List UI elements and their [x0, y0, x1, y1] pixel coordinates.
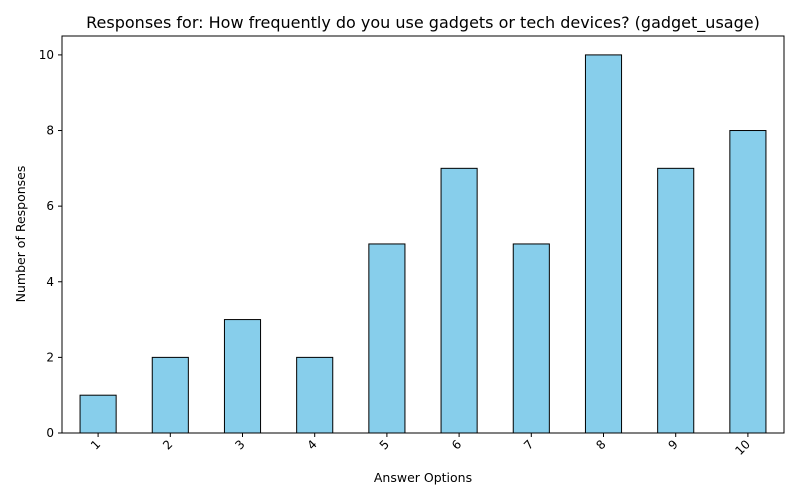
x-tick-label: 6	[449, 437, 464, 452]
y-tick-label: 0	[46, 426, 54, 440]
x-tick-label: 9	[666, 437, 681, 452]
bar-3	[223, 319, 262, 434]
x-tick-label: 5	[377, 437, 392, 452]
bar-5	[368, 243, 406, 434]
bar-10	[729, 130, 767, 434]
bar-1	[79, 394, 117, 434]
bar-9	[657, 167, 695, 434]
axes-layer	[61, 35, 785, 434]
x-tick-label: 1	[88, 437, 103, 452]
chart-title: Responses for: How frequently do you use…	[86, 13, 760, 33]
y-tick-label: 4	[46, 275, 54, 289]
x-tick-label: 3	[232, 437, 247, 452]
y-axis-ticks: 0 2 4 6 8 10	[39, 48, 62, 440]
bar-7	[512, 243, 550, 434]
x-axis-ticks: 1 2 3 4 5 6 7 8 9 10	[88, 433, 753, 458]
bars-layer	[79, 54, 767, 434]
x-axis-label: Answer Options	[374, 470, 472, 485]
y-tick-label: 6	[46, 199, 54, 213]
y-axis-label: Number of Responses	[13, 166, 28, 303]
x-tick-label: 4	[305, 437, 320, 452]
bar-2	[151, 356, 189, 434]
bar-6	[440, 167, 478, 434]
x-tick-label: 7	[521, 437, 536, 452]
x-tick-label: 2	[160, 437, 175, 452]
bar-8	[584, 54, 623, 434]
plot-frame	[61, 35, 785, 434]
y-tick-label: 8	[46, 124, 54, 138]
x-tick-label: 8	[593, 437, 608, 452]
x-tick-label: 10	[732, 437, 753, 458]
y-tick-label: 10	[39, 48, 54, 62]
y-tick-label: 2	[46, 350, 54, 364]
bar-4	[296, 356, 334, 434]
